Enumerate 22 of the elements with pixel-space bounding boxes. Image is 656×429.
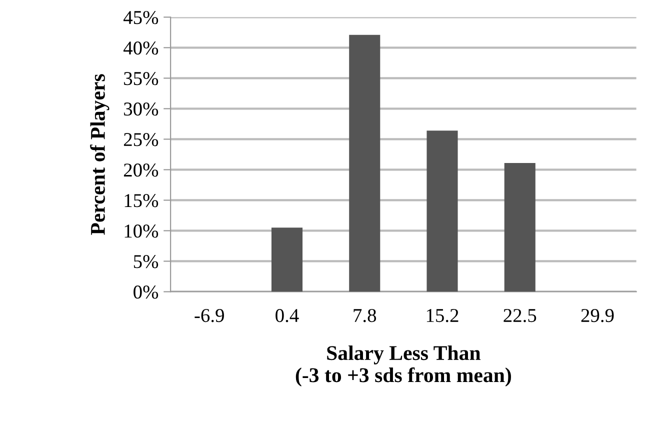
x-tick-label: 22.5 [504,309,536,322]
y-tick-label: 10% [124,224,158,238]
y-tick-label: 40% [123,41,158,55]
x-axis-title: Salary Less Than (-3 to +3 sds from mean) [296,345,511,386]
y-tick-label: 35% [124,72,158,86]
x-tick-label: -6.9 [194,309,224,322]
y-axis-title: Percent of Players [90,74,110,235]
y-tick-label: 5% [134,255,158,268]
bar [426,130,458,292]
y-tick-label: 30% [124,102,158,116]
x-tick-label: 15.2 [426,309,458,322]
bar [271,228,303,292]
bar [349,34,380,292]
y-tick-label: 45% [123,10,158,24]
x-tick-label: 7.8 [354,308,376,322]
x-tick-label: 0.4 [276,308,299,322]
bar [504,162,536,292]
y-tick-label: 20% [124,164,158,177]
y-tick-label: 15% [124,194,158,208]
y-tick-label: 25% [124,133,158,146]
x-tick-label: 29.9 [581,309,614,322]
y-tick-label: 0% [134,286,158,299]
